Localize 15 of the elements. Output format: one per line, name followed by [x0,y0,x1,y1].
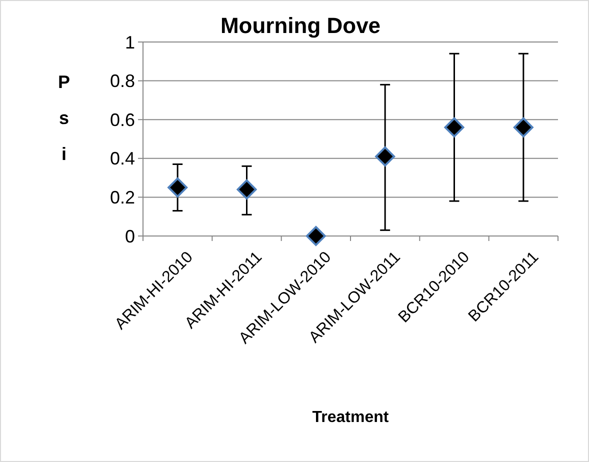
y-tick-label: 0 [124,226,135,246]
x-axis-title: Treatment [312,409,390,426]
y-tick-label: 0.8 [110,71,135,92]
y-axis-title: Psi [58,72,70,164]
point [306,226,326,246]
y-tick-label: 0.2 [110,188,135,208]
chart-title: Mourning Dove [220,13,381,38]
point [236,179,257,200]
y-tick-label: 0.6 [110,110,135,130]
y-tick-label: 1 [124,32,135,52]
point [444,117,464,138]
point [168,178,188,198]
point [375,146,396,166]
point [513,117,534,138]
y-tick-label: 0.4 [110,148,135,169]
